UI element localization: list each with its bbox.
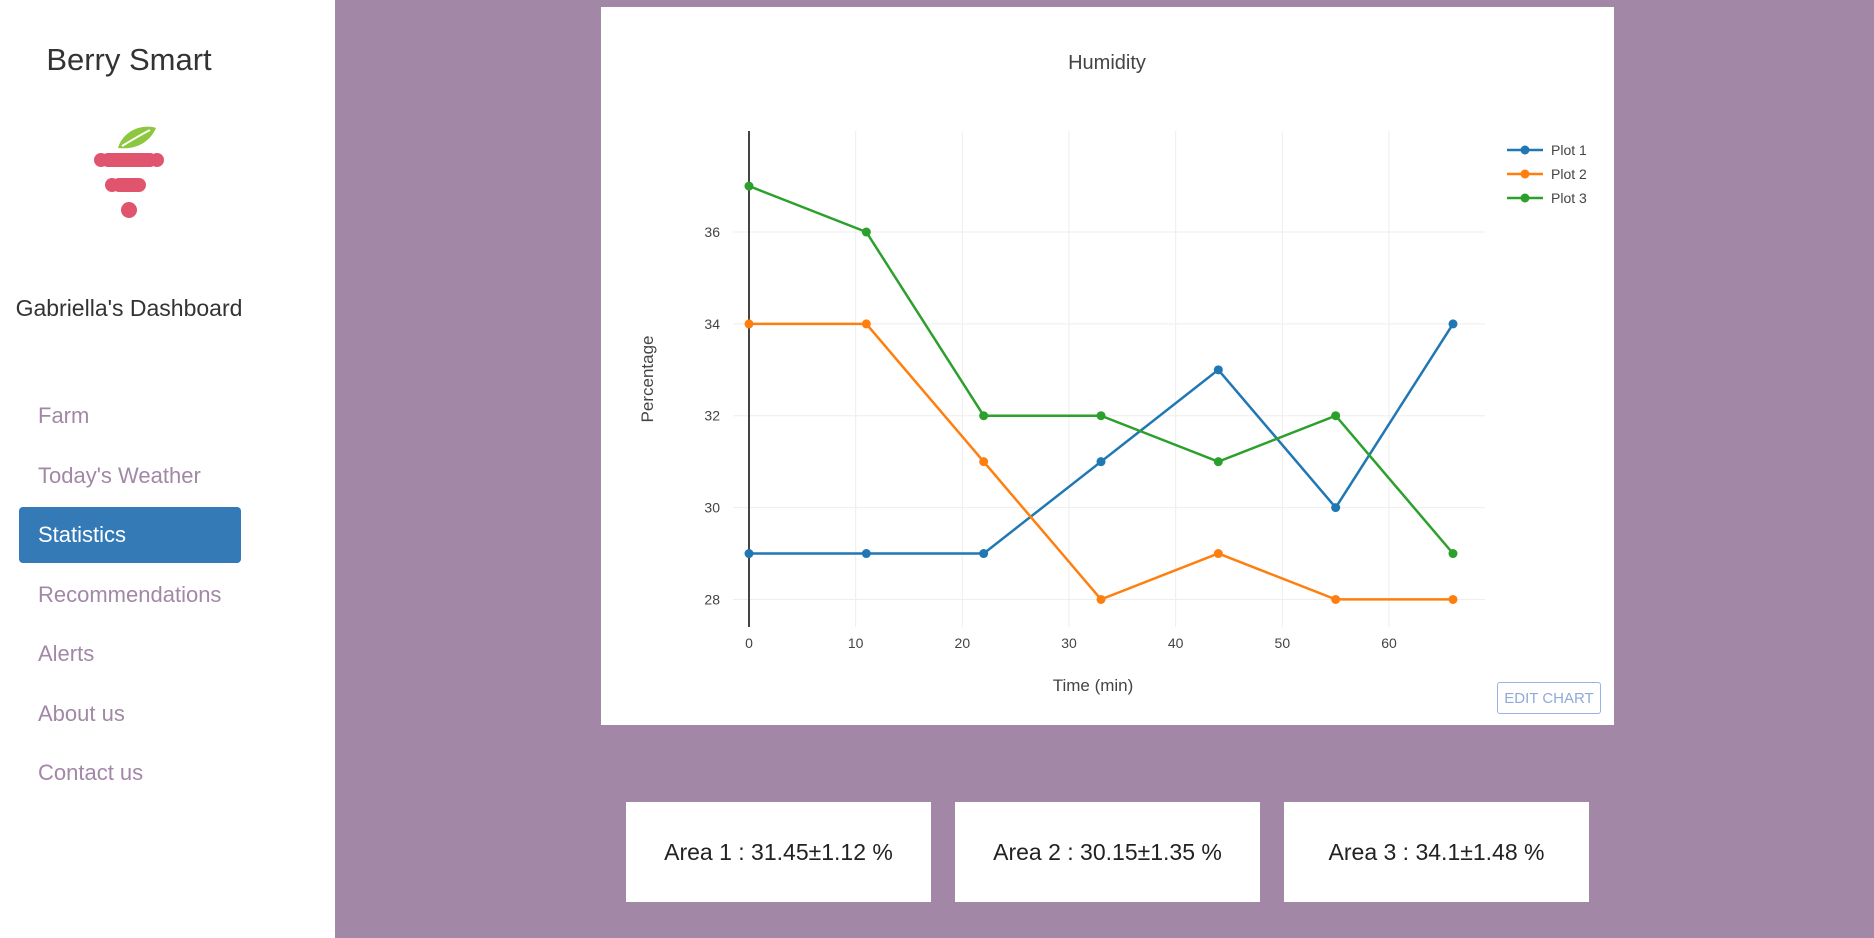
- legend-marker: [1521, 194, 1530, 203]
- data-point: [1097, 411, 1106, 420]
- legend-label: Plot 3: [1551, 190, 1587, 206]
- area-3-stat: Area 3 : 34.1±1.48 %: [1284, 802, 1589, 902]
- series-line: [749, 324, 1453, 554]
- sidebar-item-alerts[interactable]: Alerts: [19, 626, 241, 682]
- x-tick-label: 30: [1061, 635, 1077, 651]
- data-point: [1214, 549, 1223, 558]
- data-point: [1097, 457, 1106, 466]
- y-tick-label: 32: [704, 408, 720, 424]
- y-tick-label: 28: [704, 591, 720, 607]
- sidebar-item-contact-us[interactable]: Contact us: [19, 745, 241, 801]
- x-axis-label: Time (min): [1053, 676, 1134, 695]
- dashboard-title: Gabriella's Dashboard: [0, 295, 258, 322]
- chart-title: Humidity: [1068, 52, 1146, 74]
- x-tick-label: 40: [1168, 635, 1184, 651]
- data-point: [1214, 457, 1223, 466]
- data-point: [862, 549, 871, 558]
- data-point: [1097, 595, 1106, 604]
- humidity-chart-card: 0 10 20 30 40 50 60 28 30 32 34 36 Humidity Time (min…: [601, 7, 1614, 725]
- data-point: [745, 549, 754, 558]
- y-tick-label: 36: [704, 224, 720, 240]
- y-tick-label: 30: [704, 500, 720, 516]
- data-point: [979, 457, 988, 466]
- y-axis-label: Percentage: [638, 336, 657, 423]
- data-point: [862, 319, 871, 328]
- data-point: [1449, 549, 1458, 558]
- x-tick-label: 10: [848, 635, 864, 651]
- data-point: [1214, 365, 1223, 374]
- data-point: [1331, 503, 1340, 512]
- legend-marker: [1521, 170, 1530, 179]
- sidebar-nav: Farm Today's Weather Statistics Recommen…: [19, 388, 241, 805]
- area-2-stat: Area 2 : 30.15±1.35 %: [955, 802, 1260, 902]
- berry-leaf-logo-icon: [84, 120, 174, 225]
- legend-marker: [1521, 146, 1530, 155]
- sidebar-item-statistics[interactable]: Statistics: [19, 507, 241, 563]
- data-point: [1331, 411, 1340, 420]
- x-tick-label: 20: [955, 635, 971, 651]
- data-point: [979, 411, 988, 420]
- x-tick-label: 50: [1275, 635, 1291, 651]
- humidity-chart: 0 10 20 30 40 50 60 28 30 32 34 36 Humidity Time (min…: [601, 7, 1614, 725]
- sidebar: Berry Smart Gabriella's Dashboard Farm T…: [0, 0, 335, 938]
- data-point: [1331, 595, 1340, 604]
- brand-title: Berry Smart: [0, 42, 258, 78]
- data-point: [862, 228, 871, 237]
- data-point: [1449, 319, 1458, 328]
- sidebar-item-recommendations[interactable]: Recommendations: [19, 567, 241, 623]
- edit-chart-button[interactable]: EDIT CHART: [1497, 682, 1601, 714]
- data-point: [979, 549, 988, 558]
- sidebar-item-about-us[interactable]: About us: [19, 686, 241, 742]
- data-point: [1449, 595, 1458, 604]
- legend-label: Plot 2: [1551, 166, 1587, 182]
- series-line: [749, 186, 1453, 553]
- data-point: [745, 319, 754, 328]
- area-1-stat: Area 1 : 31.45±1.12 %: [626, 802, 931, 902]
- y-tick-label: 34: [704, 316, 720, 332]
- x-tick-label: 0: [745, 635, 753, 651]
- sidebar-item-todays-weather[interactable]: Today's Weather: [19, 448, 241, 504]
- x-tick-label: 60: [1381, 635, 1397, 651]
- data-point: [745, 182, 754, 191]
- legend-label: Plot 1: [1551, 142, 1587, 158]
- sidebar-item-farm[interactable]: Farm: [19, 388, 241, 444]
